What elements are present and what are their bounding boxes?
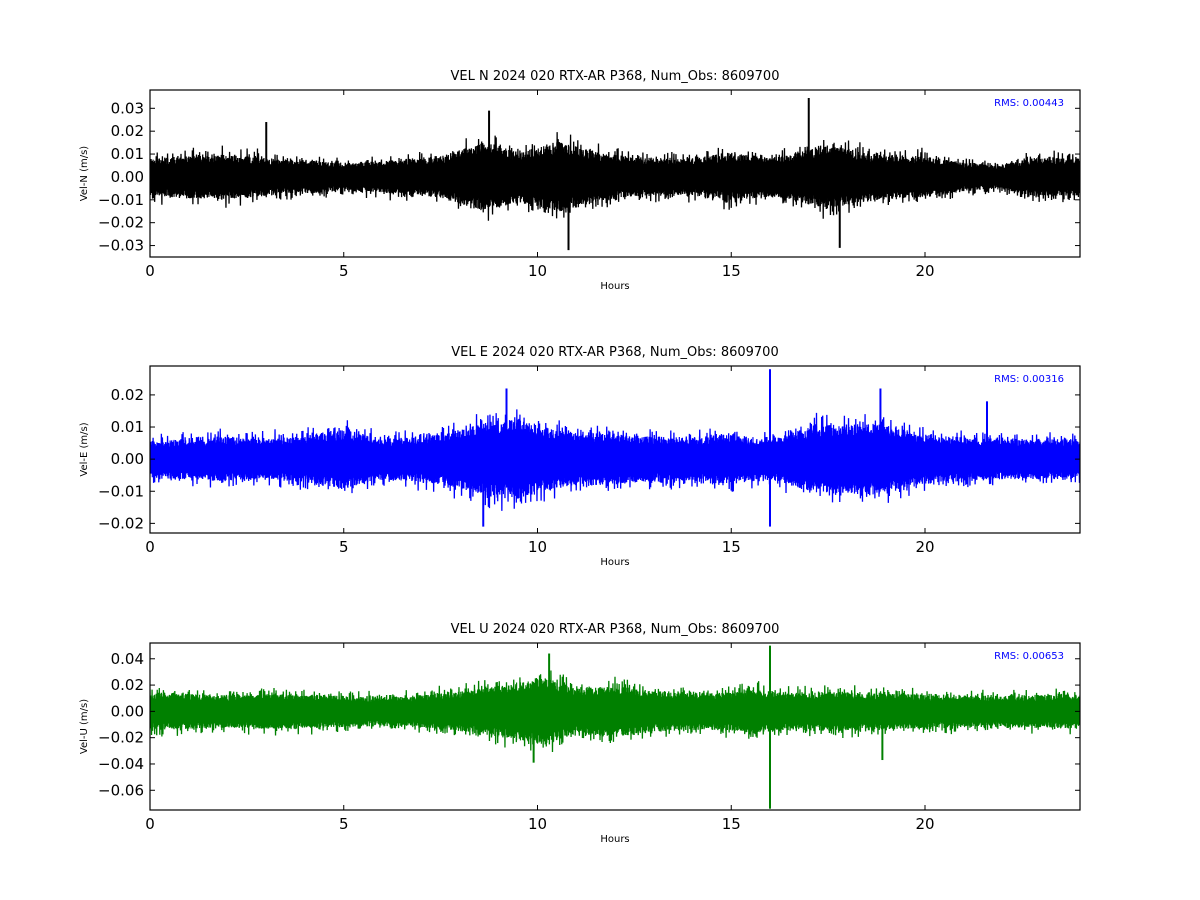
y-tick-label: −0.04 [98,755,144,773]
y-tick-label: 0.04 [111,650,144,668]
y-axis-label: Vel-E (m/s) [79,422,90,476]
x-tick-label: 10 [528,815,547,833]
chart-title: VEL U 2024 020 RTX-AR P368, Num_Obs: 860… [451,622,780,637]
subplot-1: VEL N 2024 020 RTX-AR P368, Num_Obs: 860… [79,69,1081,292]
x-tick-label: 5 [339,538,349,556]
y-axis-label: Vel-U (m/s) [79,699,90,754]
x-tick-label: 15 [722,262,741,280]
y-tick-label: −0.02 [98,729,144,747]
y-tick-label: −0.03 [98,237,144,255]
y-tick-label: 0.02 [111,386,144,404]
axes-frame [149,365,1081,534]
y-tick-label: −0.01 [98,482,144,500]
series-group [150,369,1080,527]
axes-frame [149,89,1081,258]
series-group [150,98,1080,251]
x-tick-label: 5 [339,815,349,833]
axes-frame [149,642,1081,811]
y-tick-label: 0.01 [111,418,144,436]
y-tick-label: 0.03 [111,99,144,117]
x-tick-label: 10 [528,538,547,556]
y-tick-label: 0.02 [111,122,144,140]
subplot-3: VEL U 2024 020 RTX-AR P368, Num_Obs: 860… [79,622,1081,845]
y-tick-label: 0.01 [111,145,144,163]
rms-annotation: RMS: 0.00443 [994,98,1064,109]
y-tick-label: 0.00 [111,450,144,468]
x-tick-label: 20 [915,815,934,833]
x-tick-label: 20 [915,262,934,280]
y-tick-label: 0.02 [111,676,144,694]
x-axis-label: Hours [600,281,629,292]
chart-title: VEL E 2024 020 RTX-AR P368, Num_Obs: 860… [451,345,778,360]
series-band [150,142,1080,212]
x-axis-label: Hours [600,834,629,845]
series-group [150,645,1080,809]
chart-title: VEL N 2024 020 RTX-AR P368, Num_Obs: 860… [451,69,780,84]
rms-annotation: RMS: 0.00653 [994,651,1064,662]
y-tick-label: −0.02 [98,514,144,532]
x-tick-label: 15 [722,815,741,833]
y-tick-label: −0.01 [98,191,144,209]
x-axis-label: Hours [600,557,629,568]
y-axis-label: Vel-N (m/s) [79,146,90,201]
x-tick-label: 0 [145,538,155,556]
x-tick-label: 20 [915,538,934,556]
y-tick-label: −0.02 [98,214,144,232]
y-tick-label: 0.00 [111,702,144,720]
y-tick-label: −0.06 [98,781,144,799]
x-tick-label: 10 [528,262,547,280]
y-tick-label: 0.00 [111,168,144,186]
x-tick-label: 5 [339,262,349,280]
x-tick-label: 0 [145,815,155,833]
x-tick-label: 0 [145,262,155,280]
subplot-2: VEL E 2024 020 RTX-AR P368, Num_Obs: 860… [79,345,1081,568]
x-tick-label: 15 [722,538,741,556]
rms-annotation: RMS: 0.00316 [994,374,1064,385]
